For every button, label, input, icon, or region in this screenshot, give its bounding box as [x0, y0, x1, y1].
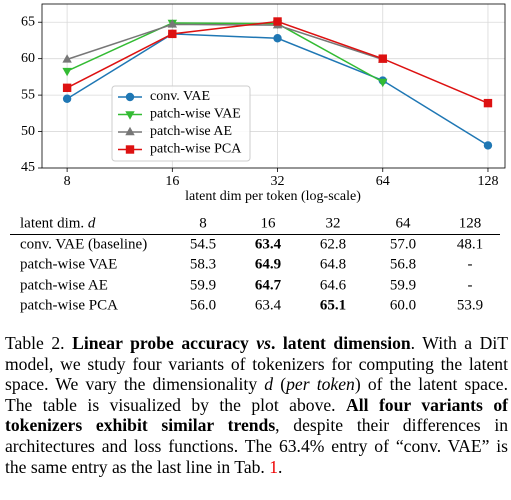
- legend-marker: [125, 126, 135, 136]
- marker: [62, 83, 72, 93]
- x-axis-label: latent dim per token (log-scale): [185, 189, 361, 204]
- chart: latent dim per token (log-scale) 45 50 55 6…: [21, 3, 506, 204]
- marker: [378, 78, 388, 88]
- series-line: [66, 23, 383, 61]
- caption-text: Linear probe accuracy: [72, 333, 257, 353]
- x-tick-label: 32: [271, 174, 285, 189]
- table-cell: 58.3: [189, 256, 217, 273]
- column-header: 128: [458, 215, 482, 232]
- caption-link[interactable]: 1: [269, 456, 279, 477]
- caption-text: . latent dimension: [270, 333, 411, 353]
- plot-frame: [41, 3, 506, 169]
- table-cell: 65.1: [319, 297, 347, 314]
- table-cell: 48.1: [456, 236, 484, 253]
- marker: [378, 54, 387, 63]
- caption-text: (: [273, 374, 287, 395]
- caption-text: , despite their differences in architect…: [5, 415, 508, 477]
- series-line: [66, 22, 384, 83]
- y-tick-label: 65: [21, 14, 35, 29]
- marker: [62, 67, 72, 77]
- caption-text: ) of the latent space. The table is visu…: [5, 374, 509, 415]
- legend-marker: [125, 145, 135, 154]
- marker: [168, 29, 177, 39]
- y-tick-label: 60: [21, 51, 35, 66]
- table-cell: -: [467, 277, 473, 294]
- table-cell: -: [467, 256, 473, 273]
- table-cell: 60.0: [389, 297, 417, 314]
- caption-text: Table 2.: [5, 333, 73, 353]
- column-header: 32: [325, 215, 341, 232]
- x-tick-label: 128: [477, 174, 498, 189]
- y-tick-label: 55: [21, 87, 35, 102]
- y-tick-label: 45: [21, 160, 35, 175]
- legend-label: patch-wise AE: [150, 124, 232, 139]
- marker: [62, 94, 72, 103]
- caption-text: d: [264, 374, 274, 395]
- table-cell: 64.6: [319, 277, 347, 294]
- table-cell: 63.4: [254, 236, 282, 253]
- table-cell: 63.4: [254, 297, 282, 314]
- caption: Table 2. Linear probe accuracy vs. laten…: [5, 333, 508, 477]
- caption-text: .: [278, 456, 283, 477]
- marker: [273, 17, 282, 26]
- x-tick-label: 64: [376, 174, 390, 189]
- table-cell: 53.9: [456, 297, 484, 314]
- column-header: 16: [260, 215, 276, 232]
- table-cell: 56.8: [389, 256, 417, 273]
- legend: conv. VAE patch-wise VAE patch-wise AE patc…: [111, 85, 251, 162]
- x-tick-label: 8: [64, 174, 71, 189]
- table-rule: [10, 234, 500, 235]
- legend-label: patch-wise PCA: [150, 142, 242, 157]
- row-label: patch-wise AE: [20, 277, 108, 294]
- legend-marker: [125, 92, 135, 102]
- column-header: 8: [199, 215, 207, 232]
- table-cell: 59.9: [389, 277, 417, 294]
- table-cell: 59.9: [189, 277, 217, 294]
- row-label: patch-wise VAE: [20, 256, 118, 273]
- table-cell: 64.8: [319, 256, 347, 273]
- table-cell: 64.9: [254, 256, 282, 273]
- row-label: patch-wise PCA: [20, 297, 118, 314]
- marker: [62, 54, 72, 63]
- caption-text: . With a DiT model, we study four varian…: [5, 333, 508, 395]
- marker: [273, 34, 282, 43]
- row-label: conv. VAE (baseline): [20, 236, 148, 253]
- legend-marker: [125, 111, 135, 120]
- marker: [483, 141, 493, 150]
- table-cell: 57.0: [389, 236, 417, 253]
- y-tick-label: 50: [21, 124, 35, 139]
- table-cell: 64.7: [254, 277, 282, 294]
- caption-text: vs: [256, 333, 271, 353]
- marker: [167, 19, 178, 28]
- caption-text: All four variants of tokenizers exhibit …: [5, 394, 508, 436]
- table-cell: 54.5: [189, 236, 217, 253]
- table-cell: 62.8: [319, 236, 347, 253]
- legend-frame: [111, 85, 251, 162]
- x-tick-label: 16: [165, 174, 179, 189]
- legend-label: conv. VAE: [150, 89, 210, 104]
- header-symbol: d: [87, 215, 96, 232]
- table-cell: 56.0: [189, 297, 217, 314]
- header-text: latent dim.: [20, 215, 85, 232]
- marker: [483, 98, 493, 108]
- header-label: latent dim. d: [20, 216, 95, 233]
- caption-text: per token: [286, 374, 355, 395]
- legend-label: patch-wise VAE: [150, 107, 241, 122]
- column-header: 64: [395, 215, 411, 232]
